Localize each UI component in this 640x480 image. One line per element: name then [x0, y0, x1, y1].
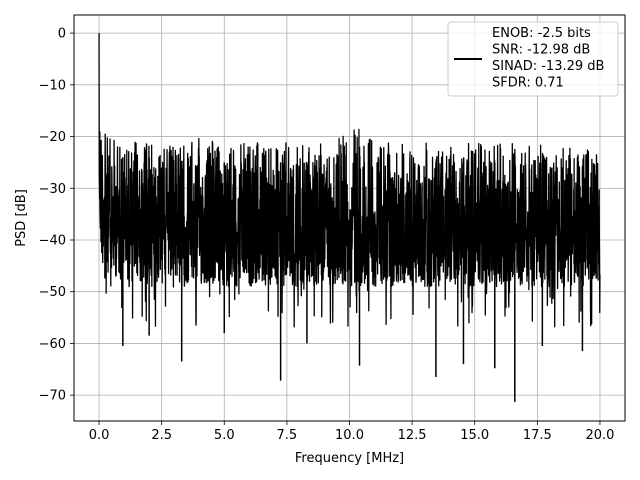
y-tick-label: −20 — [39, 130, 66, 145]
x-tick-label: 10.0 — [335, 428, 364, 443]
y-tick-label: −70 — [39, 389, 66, 404]
x-tick-label: 7.5 — [277, 428, 298, 443]
x-tick-label: 17.5 — [523, 428, 552, 443]
legend-sfdr: SFDR: 0.71 — [492, 76, 564, 91]
x-axis-label: Frequency [MHz] — [295, 451, 404, 466]
x-tick-label: 20.0 — [585, 428, 614, 443]
plot-area — [98, 33, 601, 402]
legend: ENOB: -2.5 bits SNR: -12.98 dB SINAD: -1… — [447, 21, 619, 97]
y-tick-label: −10 — [39, 78, 66, 93]
x-tick-label: 15.0 — [460, 428, 489, 443]
x-tick-label: 12.5 — [398, 428, 427, 443]
axis-ticks: 0.0 2.5 5.0 7.5 10.0 12.5 15.0 17.5 20.0 0 −10 −20 −… — [39, 27, 615, 443]
y-axis-label: PSD [dB] — [14, 189, 29, 247]
y-tick-label: −60 — [39, 337, 66, 352]
y-tick-label: −30 — [39, 182, 66, 197]
legend-enob: ENOB: -2.5 bits — [492, 26, 591, 41]
y-tick-label: −50 — [39, 285, 66, 300]
x-tick-label: 2.5 — [151, 428, 172, 443]
psd-series-line — [98, 33, 601, 328]
legend-box — [447, 21, 619, 97]
x-tick-label: 0.0 — [89, 428, 110, 443]
y-tick-label: 0 — [58, 27, 66, 42]
x-tick-label: 5.0 — [214, 428, 235, 443]
legend-sinad: SINAD: -13.29 dB — [492, 59, 604, 74]
y-tick-label: −40 — [39, 233, 66, 248]
legend-snr: SNR: -12.98 dB — [492, 43, 590, 58]
